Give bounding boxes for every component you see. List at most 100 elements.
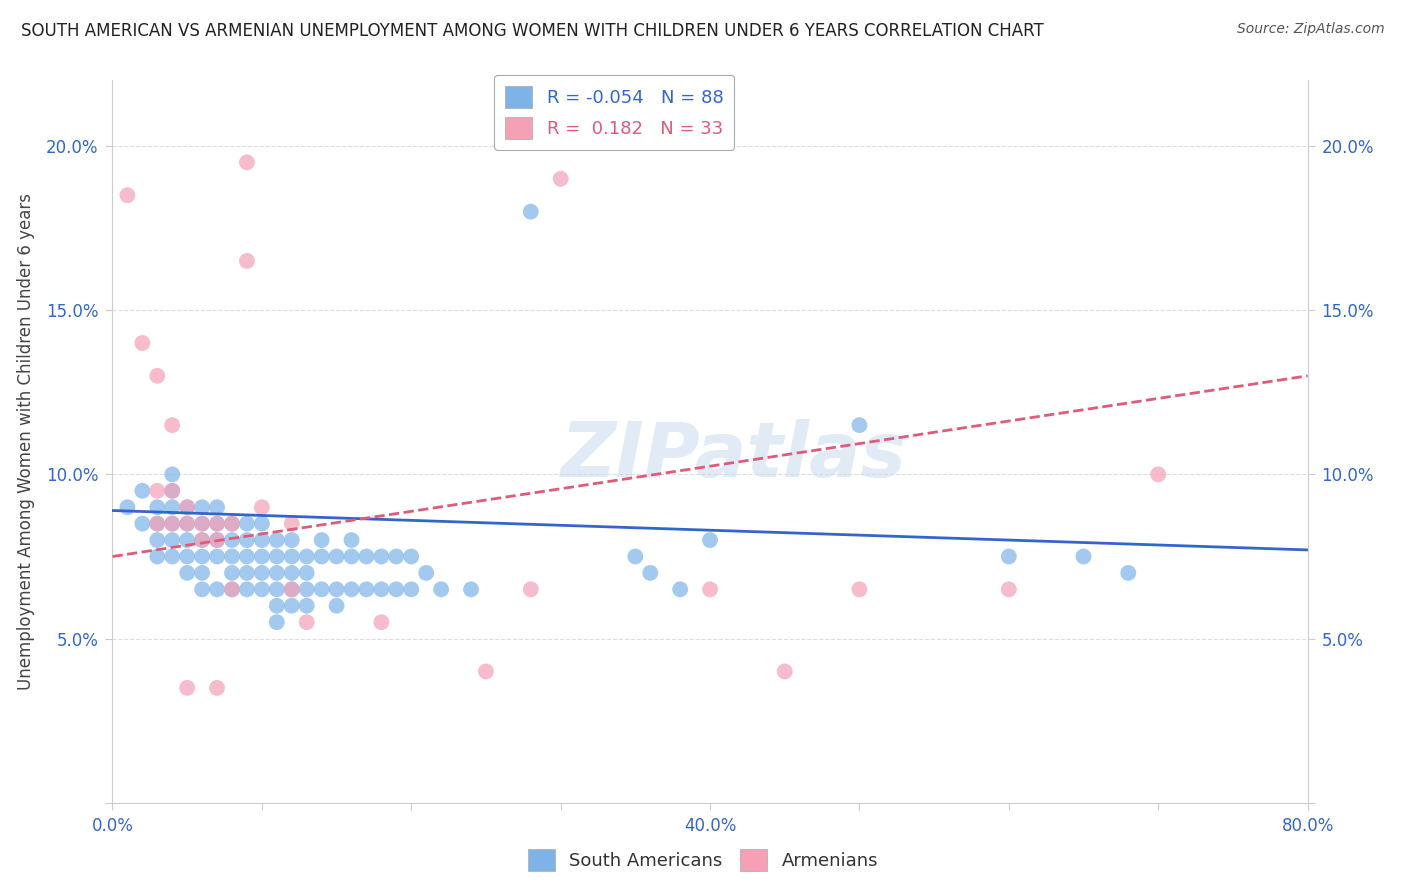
Point xyxy=(221,582,243,597)
Point xyxy=(221,516,243,531)
Point xyxy=(266,566,288,580)
Point xyxy=(325,599,347,613)
Text: ZIPatlas: ZIPatlas xyxy=(561,419,907,493)
Point xyxy=(281,599,304,613)
Point xyxy=(848,582,870,597)
Point xyxy=(221,549,243,564)
Legend: R = -0.054   N = 88, R =  0.182   N = 33: R = -0.054 N = 88, R = 0.182 N = 33 xyxy=(495,75,734,150)
Point xyxy=(250,566,273,580)
Point xyxy=(520,582,543,597)
Point xyxy=(117,188,139,202)
Point xyxy=(325,582,347,597)
Point xyxy=(624,549,647,564)
Point xyxy=(117,500,139,515)
Point xyxy=(998,582,1021,597)
Point xyxy=(250,549,273,564)
Point xyxy=(176,549,198,564)
Point xyxy=(295,615,318,630)
Point xyxy=(385,582,408,597)
Point xyxy=(146,500,169,515)
Point xyxy=(205,549,228,564)
Point xyxy=(295,566,318,580)
Point xyxy=(266,582,288,597)
Point xyxy=(236,533,259,547)
Point xyxy=(1147,467,1170,482)
Point xyxy=(281,582,304,597)
Point xyxy=(146,516,169,531)
Point xyxy=(162,418,183,433)
Point xyxy=(221,516,243,531)
Point xyxy=(236,566,259,580)
Point xyxy=(401,549,423,564)
Point xyxy=(266,549,288,564)
Point xyxy=(699,582,721,597)
Point xyxy=(236,549,259,564)
Point xyxy=(176,516,198,531)
Point xyxy=(295,582,318,597)
Point xyxy=(191,516,214,531)
Point xyxy=(250,582,273,597)
Point xyxy=(191,500,214,515)
Point xyxy=(146,516,169,531)
Point xyxy=(281,582,304,597)
Point xyxy=(295,549,318,564)
Point xyxy=(281,516,304,531)
Y-axis label: Unemployment Among Women with Children Under 6 years: Unemployment Among Women with Children U… xyxy=(17,193,35,690)
Point xyxy=(131,483,153,498)
Point xyxy=(176,500,198,515)
Point xyxy=(146,549,169,564)
Point xyxy=(356,549,378,564)
Point xyxy=(191,533,214,547)
Point xyxy=(250,500,273,515)
Point xyxy=(460,582,482,597)
Point xyxy=(162,516,183,531)
Point xyxy=(370,549,392,564)
Point xyxy=(176,681,198,695)
Point xyxy=(131,516,153,531)
Point xyxy=(162,500,183,515)
Point xyxy=(520,204,543,219)
Point xyxy=(430,582,453,597)
Point xyxy=(162,549,183,564)
Point xyxy=(236,516,259,531)
Point xyxy=(162,533,183,547)
Point xyxy=(356,582,378,597)
Point xyxy=(281,549,304,564)
Point xyxy=(401,582,423,597)
Point xyxy=(205,516,228,531)
Point xyxy=(266,615,288,630)
Point xyxy=(1073,549,1095,564)
Point xyxy=(205,681,228,695)
Point xyxy=(162,516,183,531)
Point xyxy=(385,549,408,564)
Point xyxy=(162,483,183,498)
Point xyxy=(205,500,228,515)
Point xyxy=(370,582,392,597)
Point xyxy=(311,582,333,597)
Point xyxy=(176,566,198,580)
Point xyxy=(205,533,228,547)
Point xyxy=(205,533,228,547)
Point xyxy=(311,549,333,564)
Point xyxy=(266,599,288,613)
Point xyxy=(250,533,273,547)
Point xyxy=(1118,566,1140,580)
Point xyxy=(340,582,363,597)
Point xyxy=(146,483,169,498)
Point xyxy=(250,516,273,531)
Point xyxy=(191,533,214,547)
Point xyxy=(640,566,662,580)
Point xyxy=(550,171,572,186)
Point xyxy=(295,599,318,613)
Text: Source: ZipAtlas.com: Source: ZipAtlas.com xyxy=(1237,22,1385,37)
Point xyxy=(848,418,870,433)
Point xyxy=(205,516,228,531)
Point xyxy=(236,155,259,169)
Point xyxy=(281,566,304,580)
Point xyxy=(205,582,228,597)
Point xyxy=(191,516,214,531)
Point xyxy=(475,665,498,679)
Point xyxy=(146,368,169,383)
Point xyxy=(699,533,721,547)
Point xyxy=(191,582,214,597)
